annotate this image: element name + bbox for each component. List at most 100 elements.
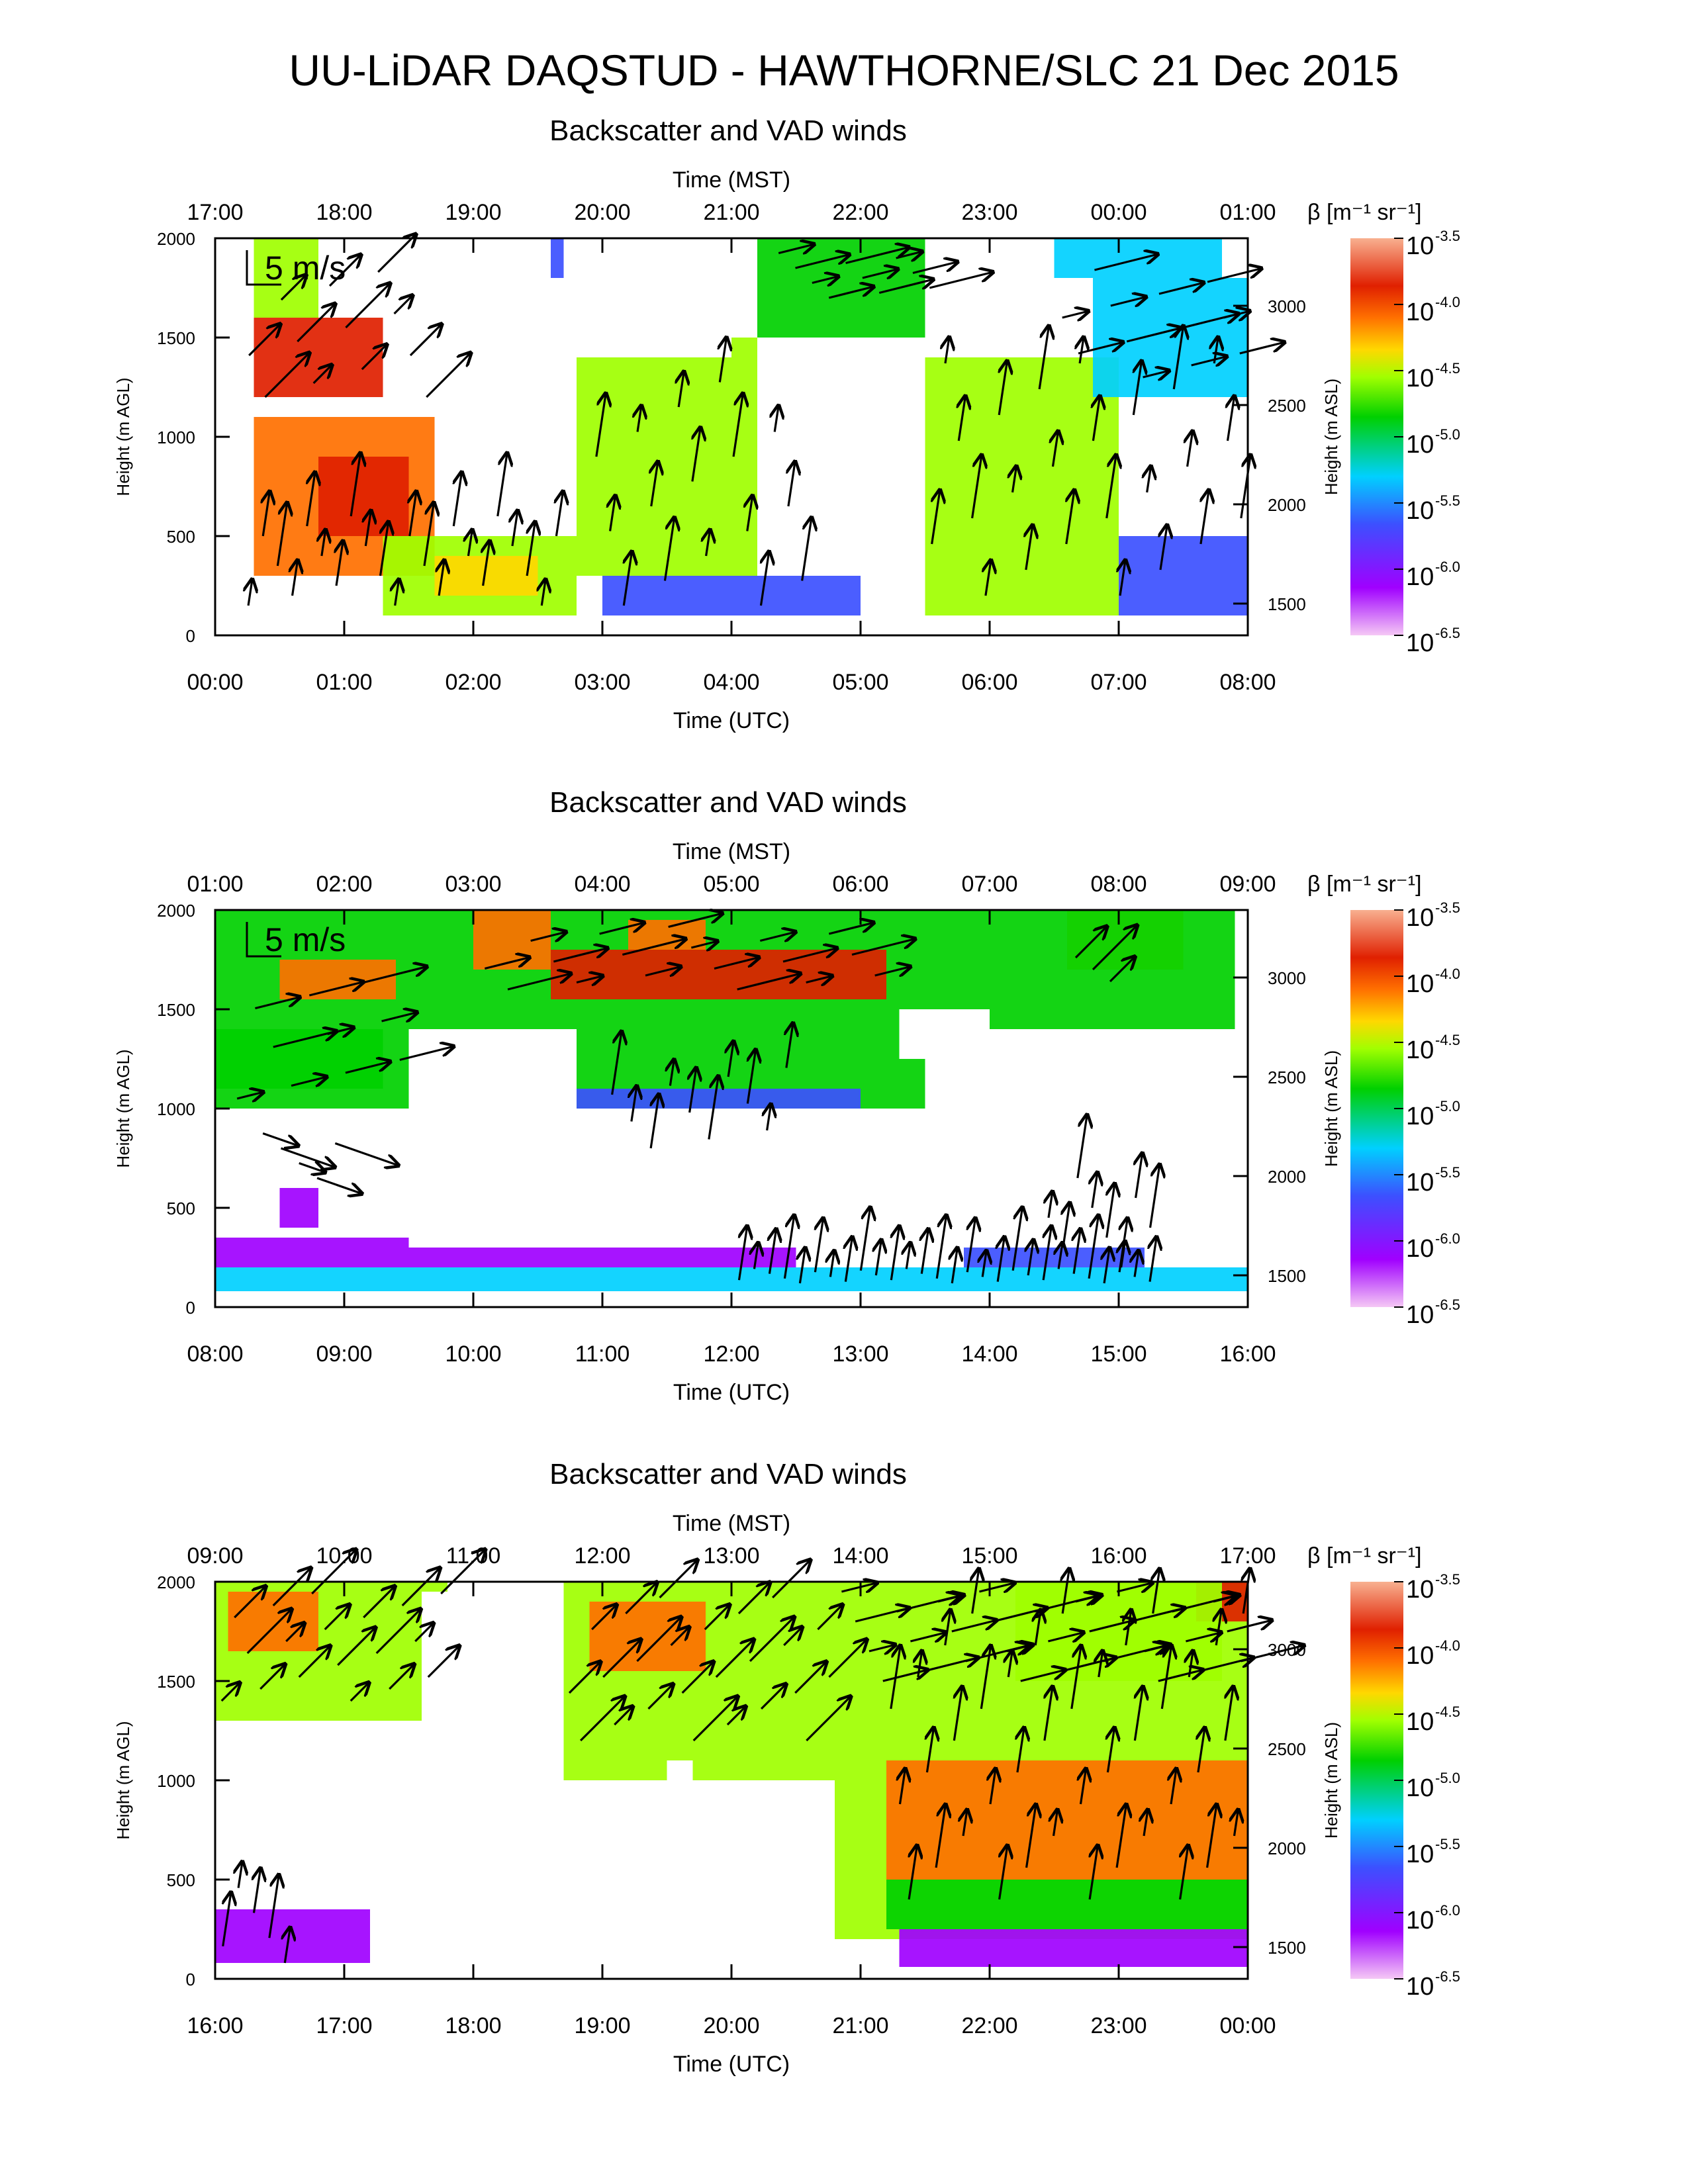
wind-vector <box>1147 466 1151 493</box>
wind-vector <box>439 560 444 596</box>
wind-vector <box>927 1727 933 1773</box>
wind-vector <box>285 1927 290 1964</box>
wind-vector <box>1062 311 1089 318</box>
wind-vector <box>845 248 910 265</box>
wind-vector <box>663 518 674 581</box>
colorbar-tick-exponent: -4.5 <box>1435 1032 1460 1048</box>
wind-vector <box>595 393 606 457</box>
y-tick-label: 1500 <box>157 1000 195 1020</box>
wind-vector <box>625 1582 657 1615</box>
wind-vector <box>706 529 710 557</box>
wind-vector <box>576 976 603 983</box>
wind-vector <box>1205 1804 1217 1868</box>
wind-vector <box>690 941 718 948</box>
bottom-tick-label: 16:00 <box>187 2013 243 2038</box>
wind-vector <box>1006 1645 1033 1651</box>
top-tick-label: 18:00 <box>316 200 372 225</box>
wind-vector <box>945 337 949 364</box>
wind-vector <box>754 1242 758 1269</box>
wind-vector <box>979 1583 1015 1592</box>
wind-vector <box>747 1050 755 1104</box>
bottom-tick-label: 14:00 <box>961 1342 1017 1367</box>
top-tick-label: 17:00 <box>187 200 243 225</box>
y-tick-label: 1000 <box>157 1099 195 1119</box>
wind-vector <box>1143 371 1170 377</box>
wind-vector <box>276 502 287 567</box>
right-axis-label: Height (m ASL) <box>1321 1722 1341 1839</box>
wind-vector <box>248 324 281 357</box>
panel-title: Backscatter and VAD winds <box>549 1458 907 1490</box>
wind-vector <box>556 491 563 537</box>
wind-vector <box>1013 466 1017 493</box>
x-axis-label: Time (UTC) <box>673 708 790 733</box>
wind-vector <box>1094 254 1158 271</box>
wind-vector <box>1225 1686 1233 1741</box>
backscatter-cell <box>577 338 757 576</box>
wind-vector <box>1089 1620 1135 1633</box>
colorbar-tick-exponent: -4.5 <box>1435 360 1460 377</box>
wind-vector <box>967 1218 975 1273</box>
bottom-tick-label: 01:00 <box>316 670 372 695</box>
wind-vector <box>1104 1248 1109 1284</box>
wind-vector <box>1160 525 1167 570</box>
colorbar-tick-label: 10 <box>1406 232 1434 260</box>
wind-vector <box>375 1609 421 1655</box>
wind-vector <box>651 1094 659 1149</box>
y-tick-label: 0 <box>186 626 195 646</box>
wind-vector <box>1158 283 1204 295</box>
bottom-tick-label: 00:00 <box>187 670 243 695</box>
wind-vector <box>440 1549 485 1595</box>
wind-vector <box>527 522 535 576</box>
wind-vector <box>906 1242 910 1269</box>
wind-vector <box>647 1684 673 1710</box>
wind-vector <box>220 1682 240 1702</box>
backscatter-cell <box>886 1760 1248 1880</box>
top-tick-label: 06:00 <box>832 872 888 897</box>
wind-vector <box>1228 396 1235 441</box>
wind-vector <box>868 1645 896 1651</box>
bottom-tick-label: 21:00 <box>832 2013 888 2038</box>
wind-vector <box>935 1804 945 1868</box>
wind-vector <box>1105 455 1116 519</box>
wind-vector <box>782 948 837 963</box>
y-tick-label: 1500 <box>157 1672 195 1692</box>
wind-vector <box>795 255 850 269</box>
backscatter-cell <box>1093 278 1248 397</box>
wind-vector <box>769 1229 776 1274</box>
wind-vector <box>246 1609 292 1655</box>
wind-vector <box>720 338 726 383</box>
wind-vector <box>828 287 874 299</box>
wind-vector <box>1188 431 1193 467</box>
wind-vector <box>982 1250 986 1277</box>
top-axis-label: Time (MST) <box>673 167 790 193</box>
wind-vector <box>345 1062 391 1074</box>
wind-vector <box>1213 1595 1240 1602</box>
wind-vector <box>651 461 658 507</box>
wind-vector <box>1243 1569 1250 1614</box>
wind-vector <box>999 361 1007 416</box>
wind-vector <box>937 1595 964 1602</box>
wind-vector <box>223 1892 231 1947</box>
backscatter-cell <box>1119 536 1248 615</box>
wind-vector <box>365 510 371 547</box>
wind-vector <box>410 491 416 537</box>
wind-vector <box>484 958 530 970</box>
wind-vector <box>774 406 778 432</box>
no-data-region <box>667 1760 693 1840</box>
wind-vector <box>307 472 315 527</box>
wind-vector <box>1070 1645 1081 1709</box>
wind-vector <box>255 997 300 1010</box>
wind-vector <box>1038 326 1049 390</box>
wind-vector <box>399 1046 454 1062</box>
wind-vector <box>324 1604 350 1631</box>
colorbar-tick-label: 10 <box>1406 1841 1434 1868</box>
wind-vector <box>1153 1569 1160 1614</box>
top-tick-label: 17:00 <box>1219 1543 1276 1569</box>
wind-vector <box>806 1696 851 1742</box>
wind-vector <box>401 1568 440 1607</box>
wind-vector <box>679 371 684 408</box>
colorbar-tick-exponent: -5.5 <box>1435 1164 1460 1181</box>
wind-vector <box>1171 1768 1176 1805</box>
bottom-tick-label: 18:00 <box>445 2013 501 2038</box>
